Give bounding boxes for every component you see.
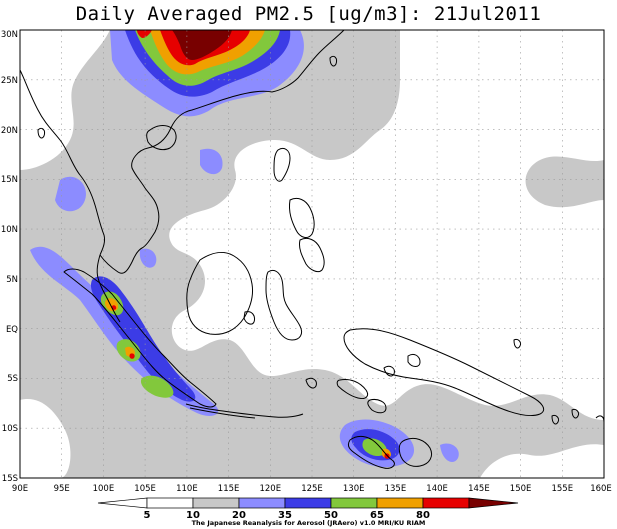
colorbar bbox=[97, 497, 519, 509]
lon-tick: 105E bbox=[134, 484, 156, 494]
colorbar-label: 50 bbox=[324, 510, 338, 521]
lat-tick-labels: 15S 10S 5S EQ 5N 10N 15N 20N 25N 30N bbox=[1, 30, 18, 484]
colorbar-segment bbox=[376, 497, 424, 509]
lon-tick: 140E bbox=[426, 484, 448, 494]
lat-tick: 15S bbox=[2, 474, 18, 484]
lat-tick: 20N bbox=[1, 126, 18, 136]
lon-tick: 125E bbox=[301, 484, 323, 494]
credit-line: The Japanese Reanalysis for Aerosol (JRA… bbox=[191, 519, 426, 527]
colorbar-segment bbox=[146, 497, 194, 509]
lat-tick: 10N bbox=[1, 225, 18, 235]
colorbar-segment bbox=[468, 497, 519, 509]
colorbar-labels: 5 10 20 35 50 65 80 bbox=[144, 510, 430, 521]
colorbar-label: 80 bbox=[416, 510, 430, 521]
colorbar-segment bbox=[330, 497, 378, 509]
colorbar-label: 10 bbox=[186, 510, 200, 521]
lon-tick: 145E bbox=[468, 484, 490, 494]
lon-tick: 155E bbox=[551, 484, 573, 494]
lat-tick: 10S bbox=[2, 424, 18, 434]
colorbar-segment bbox=[422, 497, 470, 509]
lat-tick: 25N bbox=[1, 76, 18, 86]
colorbar-segment bbox=[192, 497, 240, 509]
clear-region-southwest bbox=[20, 399, 71, 478]
lon-tick: 110E bbox=[176, 484, 198, 494]
lon-tick: 115E bbox=[218, 484, 240, 494]
lon-tick: 135E bbox=[385, 484, 407, 494]
coastlines bbox=[20, 30, 604, 469]
colorbar-label: 35 bbox=[278, 510, 292, 521]
lon-tick: 90E bbox=[12, 484, 28, 494]
lat-tick: EQ bbox=[6, 325, 18, 335]
colorbar-label: 5 bbox=[144, 510, 151, 521]
lon-tick-labels: 90E 95E 100E 105E 110E 115E 120E 125E 13… bbox=[12, 484, 612, 494]
lat-tick: 30N bbox=[1, 30, 18, 40]
colorbar-label: 65 bbox=[370, 510, 384, 521]
lat-tick: 5S bbox=[7, 374, 18, 384]
clear-region-pacific bbox=[169, 30, 604, 420]
lon-tick: 150E bbox=[510, 484, 532, 494]
colorbar-segment bbox=[238, 497, 286, 509]
lat-tick: 15N bbox=[1, 175, 18, 185]
map-title: Daily Averaged PM2.5 [ug/m3]: 21Jul2011 bbox=[75, 3, 542, 25]
lon-tick: 95E bbox=[54, 484, 70, 494]
colorbar-segment bbox=[97, 497, 148, 509]
clear-region-west bbox=[20, 30, 110, 170]
lon-tick: 120E bbox=[259, 484, 281, 494]
clear-region-southeast bbox=[480, 444, 604, 478]
lon-tick: 160E bbox=[590, 484, 612, 494]
lon-tick: 130E bbox=[343, 484, 365, 494]
plot-frame bbox=[19, 29, 605, 479]
lon-tick: 100E bbox=[93, 484, 115, 494]
colorbar-label: 20 bbox=[232, 510, 246, 521]
colorbar-segment bbox=[284, 497, 332, 509]
lat-tick: 5N bbox=[6, 275, 18, 285]
